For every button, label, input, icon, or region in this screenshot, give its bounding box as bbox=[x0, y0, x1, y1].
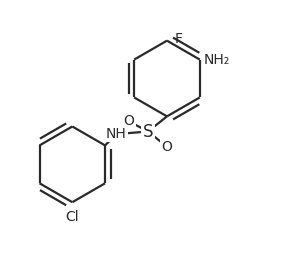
Text: NH₂: NH₂ bbox=[204, 53, 230, 67]
Text: O: O bbox=[124, 115, 134, 128]
Text: S: S bbox=[143, 123, 153, 141]
Text: F: F bbox=[174, 32, 182, 46]
Text: Cl: Cl bbox=[65, 210, 79, 224]
Text: NH: NH bbox=[106, 127, 127, 141]
Text: O: O bbox=[162, 140, 172, 154]
